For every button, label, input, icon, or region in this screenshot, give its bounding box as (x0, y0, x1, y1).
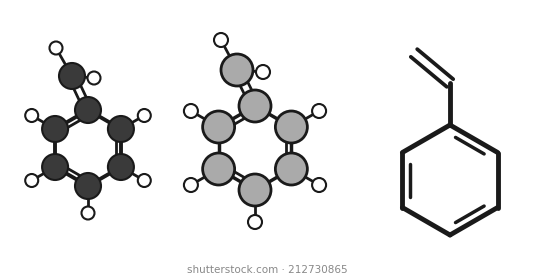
Ellipse shape (88, 71, 101, 85)
Ellipse shape (239, 174, 271, 206)
Ellipse shape (256, 65, 270, 79)
Ellipse shape (276, 153, 308, 185)
Ellipse shape (248, 215, 262, 229)
Ellipse shape (203, 111, 235, 143)
Ellipse shape (108, 116, 134, 142)
Ellipse shape (138, 174, 151, 187)
Ellipse shape (42, 154, 68, 180)
Ellipse shape (276, 111, 308, 143)
Ellipse shape (221, 54, 253, 86)
Ellipse shape (184, 104, 198, 118)
Ellipse shape (50, 41, 63, 55)
Ellipse shape (312, 104, 326, 118)
Text: shutterstock.com · 212730865: shutterstock.com · 212730865 (187, 265, 347, 275)
Ellipse shape (75, 173, 101, 199)
Ellipse shape (203, 153, 235, 185)
Ellipse shape (25, 109, 38, 122)
Ellipse shape (138, 109, 151, 122)
Ellipse shape (81, 207, 95, 220)
Ellipse shape (42, 116, 68, 142)
Ellipse shape (108, 154, 134, 180)
Ellipse shape (184, 178, 198, 192)
Ellipse shape (239, 90, 271, 122)
Ellipse shape (214, 33, 228, 47)
Ellipse shape (75, 97, 101, 123)
Ellipse shape (312, 178, 326, 192)
Ellipse shape (25, 174, 38, 187)
Ellipse shape (59, 63, 85, 89)
